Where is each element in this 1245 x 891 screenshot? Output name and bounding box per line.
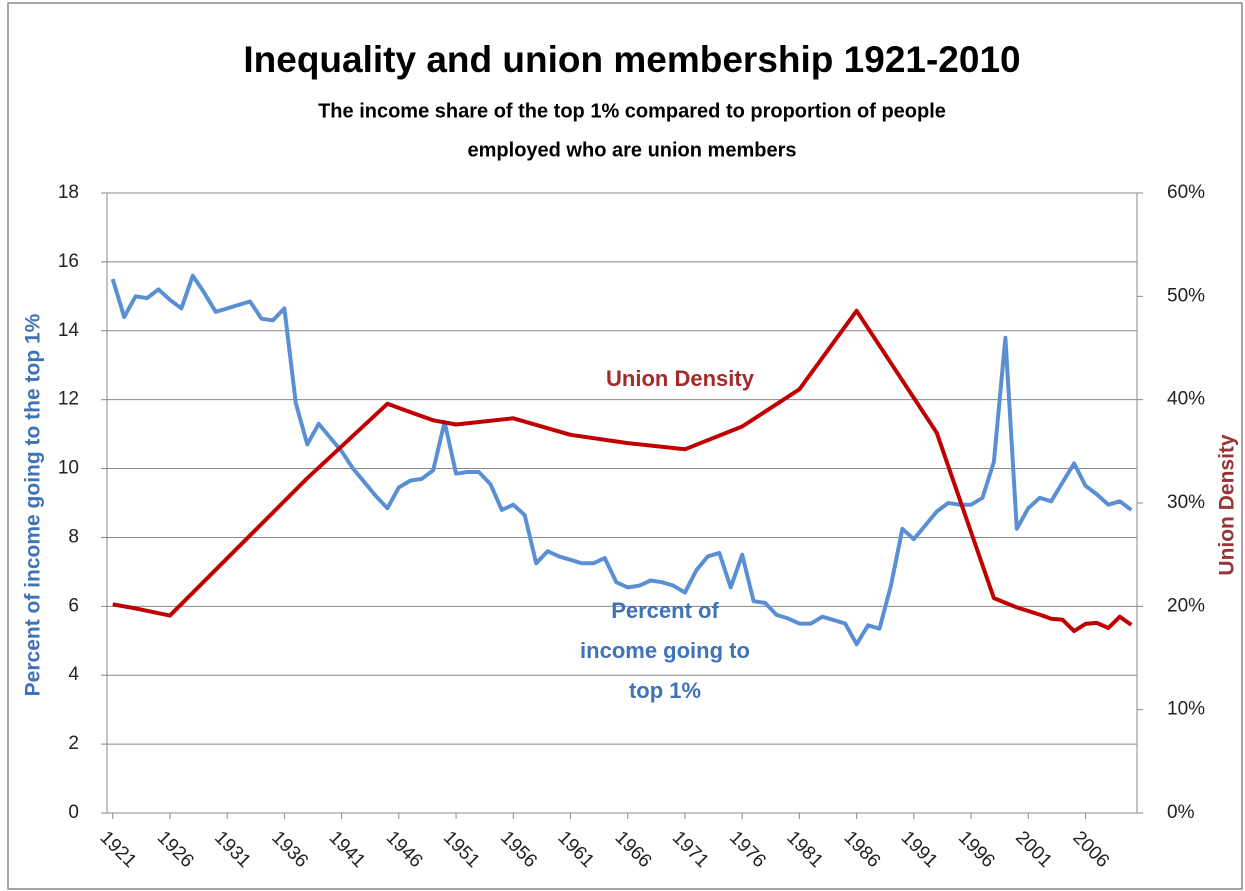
chart-frame [7, 2, 1243, 890]
chart-title: Inequality and union membership 1921-201… [243, 39, 1020, 80]
y2-tick-label: 30% [1167, 492, 1205, 513]
y2-tick-label: 50% [1167, 285, 1205, 306]
y-tick-label: 8 [68, 526, 79, 547]
y2-tick-label: 40% [1167, 389, 1205, 410]
annotation: top 1% [629, 678, 701, 703]
y2-tick-label: 10% [1167, 699, 1205, 720]
annotation: Union Density [606, 366, 755, 391]
y2-tick-label: 0% [1167, 802, 1195, 823]
y2-tick-label: 20% [1167, 595, 1205, 616]
y-tick-label: 2 [68, 733, 79, 754]
data-line [112, 308, 1133, 634]
y-tick-label: 0 [68, 802, 79, 823]
y2-axis-title: Union Density [1216, 434, 1239, 575]
y2-tick-label: 60% [1167, 182, 1205, 203]
annotation: Percent of [611, 598, 719, 623]
chart-subtitle: employed who are union members [468, 139, 797, 161]
y-tick-label: 12 [58, 389, 79, 410]
y-tick-label: 6 [68, 595, 79, 616]
y-tick-label: 10 [58, 458, 79, 479]
annotation: income going to [580, 638, 750, 663]
chart-subtitle: The income share of the top 1% compared … [318, 100, 946, 122]
y-axis-title: Percent of income going to the top 1% [22, 313, 45, 696]
y-tick-label: 18 [58, 182, 79, 203]
y-tick-label: 4 [68, 664, 79, 685]
y-tick-label: 14 [58, 320, 80, 341]
y-tick-label: 16 [58, 251, 79, 272]
